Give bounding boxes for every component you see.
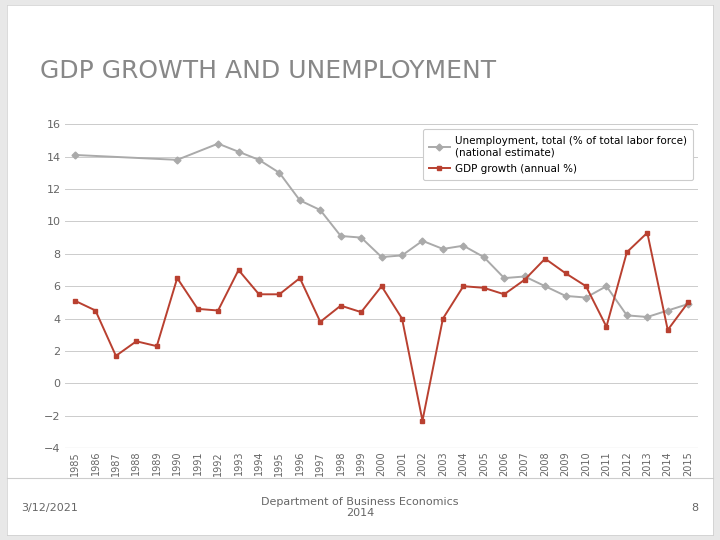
Text: 8: 8 <box>691 503 698 512</box>
Legend: Unemployment, total (% of total labor force)
(national estimate), GDP growth (an: Unemployment, total (% of total labor fo… <box>423 130 693 180</box>
Text: 3/12/2021: 3/12/2021 <box>22 503 78 512</box>
Text: GDP GROWTH AND UNEMPLOYMENT: GDP GROWTH AND UNEMPLOYMENT <box>40 59 496 83</box>
Text: Department of Business Economics
2014: Department of Business Economics 2014 <box>261 497 459 518</box>
